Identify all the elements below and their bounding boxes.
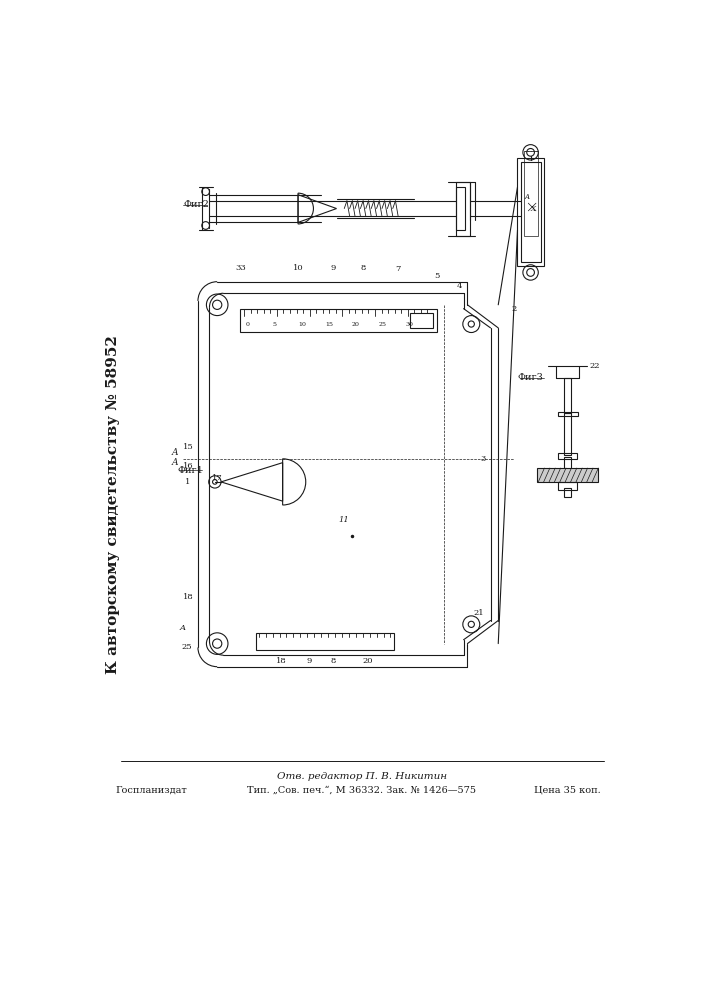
Text: 9: 9	[307, 657, 312, 665]
Text: 2: 2	[511, 305, 516, 313]
Text: К авторскому свидетельству № 58952: К авторскому свидетельству № 58952	[106, 336, 120, 674]
Text: 8: 8	[330, 657, 335, 665]
Bar	[564, 488, 571, 497]
Text: A: A	[172, 458, 178, 467]
Text: 3: 3	[480, 455, 486, 463]
Bar	[559, 453, 577, 459]
Text: 20: 20	[352, 322, 360, 327]
Text: Госпланиздат: Госпланиздат	[116, 785, 187, 794]
Bar	[456, 182, 469, 235]
Text: 33: 33	[235, 264, 245, 272]
Text: 11: 11	[339, 516, 350, 524]
Text: 7: 7	[395, 265, 401, 273]
Bar	[518, 158, 544, 266]
Text: 18: 18	[183, 593, 194, 601]
Text: 22: 22	[589, 362, 600, 370]
Bar	[456, 187, 465, 230]
Text: 18: 18	[276, 657, 286, 665]
Text: 21: 21	[474, 609, 484, 617]
Text: 8: 8	[361, 264, 366, 272]
Text: 5: 5	[273, 322, 277, 327]
Text: 15: 15	[182, 443, 193, 451]
Text: 20: 20	[362, 657, 373, 665]
Text: 25: 25	[379, 322, 387, 327]
Bar	[559, 482, 577, 490]
Text: Цена 35 коп.: Цена 35 коп.	[534, 785, 601, 794]
Bar	[563, 413, 571, 455]
Bar	[240, 309, 437, 332]
Text: 0: 0	[246, 322, 250, 327]
Text: Фиг2: Фиг2	[183, 200, 209, 209]
Text: 17: 17	[212, 474, 223, 482]
Bar	[524, 151, 537, 235]
Text: 5: 5	[434, 272, 439, 280]
Text: 10: 10	[293, 264, 303, 272]
Text: A: A	[524, 193, 530, 201]
Text: 1: 1	[185, 478, 191, 486]
Text: Отв. редактор П. В. Никитин: Отв. редактор П. В. Никитин	[277, 772, 447, 781]
Bar	[409, 312, 433, 328]
Text: 30: 30	[406, 322, 414, 327]
Bar	[521, 162, 541, 262]
Text: Тип. „Сов. печ.“, М 36332. Зак. № 1426—575: Тип. „Сов. печ.“, М 36332. Зак. № 1426—5…	[247, 785, 477, 794]
Text: 4: 4	[457, 282, 462, 290]
Text: 16: 16	[182, 462, 193, 471]
Bar	[564, 457, 571, 474]
Text: Фиг3: Фиг3	[518, 373, 544, 382]
Bar	[537, 468, 598, 482]
Bar	[256, 633, 395, 650]
Text: 10: 10	[298, 322, 306, 327]
Text: A: A	[180, 624, 185, 632]
Text: A: A	[172, 448, 178, 457]
Text: X: X	[530, 205, 535, 213]
Text: 15: 15	[325, 322, 333, 327]
Bar	[563, 378, 571, 413]
Bar	[558, 412, 578, 416]
Text: Фиг1: Фиг1	[177, 466, 203, 475]
Text: 9: 9	[330, 264, 335, 272]
Text: 25: 25	[181, 643, 192, 651]
